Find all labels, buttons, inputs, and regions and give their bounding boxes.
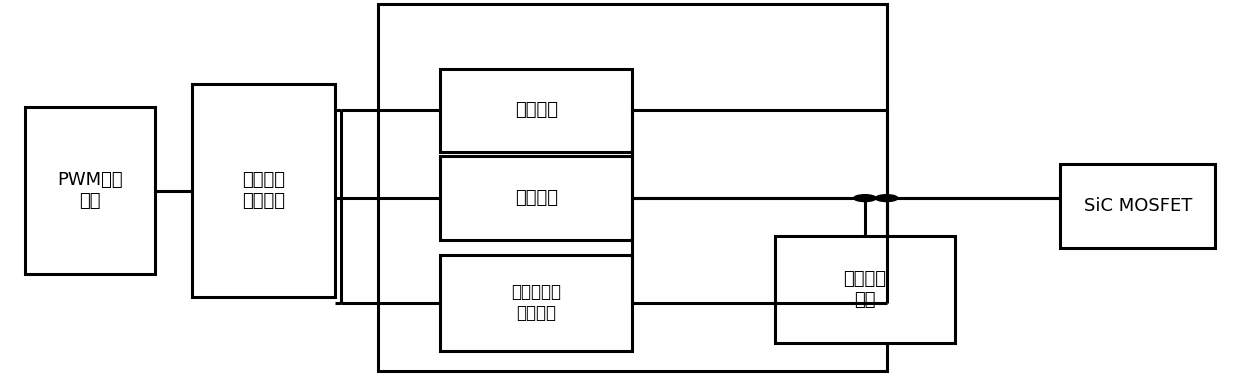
Bar — [192, 84, 335, 297]
Text: 电流变化率
控制电路: 电流变化率 控制电路 — [511, 283, 562, 322]
Bar — [378, 4, 887, 371]
Circle shape — [875, 195, 898, 202]
Text: 关断电路: 关断电路 — [515, 189, 558, 207]
Circle shape — [853, 195, 875, 202]
Text: 栅极分流
电路: 栅极分流 电路 — [843, 270, 887, 309]
Text: PWM控制
电路: PWM控制 电路 — [57, 171, 123, 210]
Bar — [1060, 164, 1215, 248]
Bar — [25, 107, 155, 274]
Bar — [775, 236, 955, 343]
Bar — [440, 69, 632, 152]
Text: 开通电路: 开通电路 — [515, 101, 558, 120]
Bar — [440, 255, 632, 351]
Text: 驱动信号
放大电路: 驱动信号 放大电路 — [242, 171, 285, 210]
Text: SiC MOSFET: SiC MOSFET — [1084, 197, 1192, 215]
Bar — [440, 156, 632, 240]
